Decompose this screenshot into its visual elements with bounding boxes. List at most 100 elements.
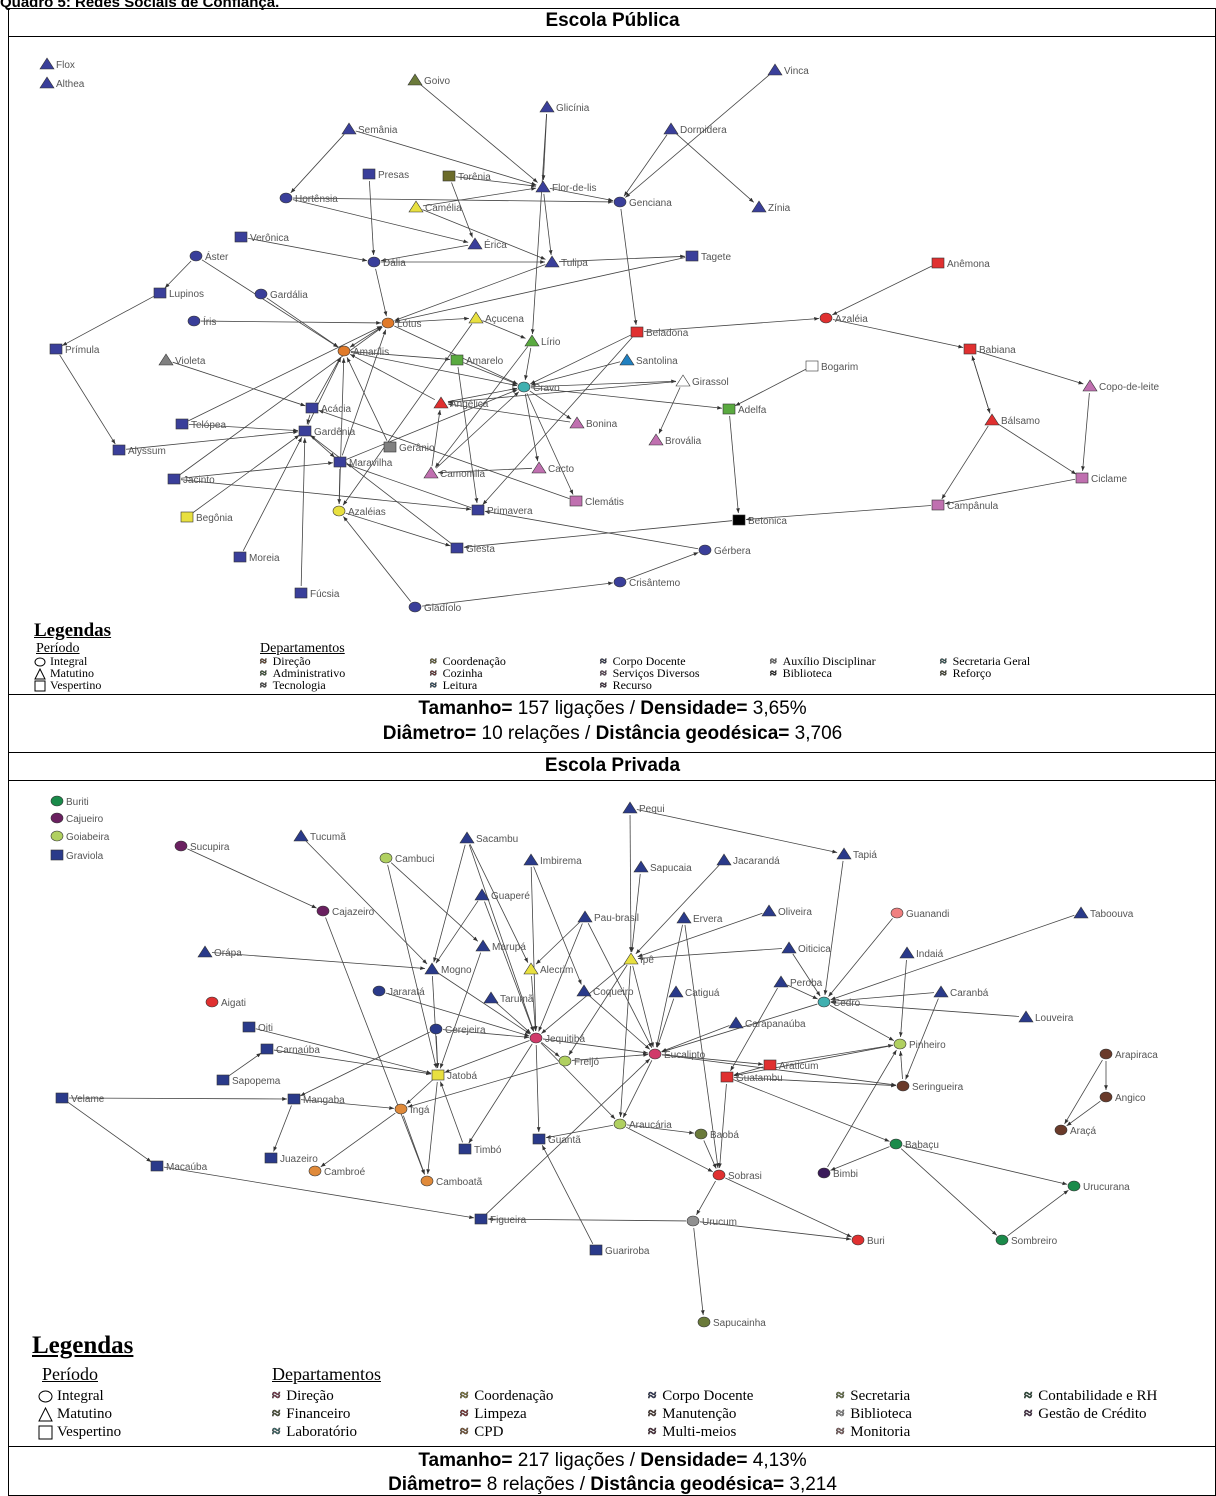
edge-jequitiba-freijo [541, 1042, 560, 1057]
edge-cerejeira-jatoba [435, 1035, 440, 1069]
node-label: Aigati [221, 998, 246, 1009]
node-label: Açucena [485, 314, 524, 325]
square-node-marker [720, 1071, 734, 1083]
node-label: Camélia [425, 203, 462, 214]
node-crisantemo: Crisântemo [613, 576, 681, 589]
circle-node-marker [381, 317, 395, 329]
edge-veronica-dalia [247, 237, 368, 262]
node-label: Cambuci [395, 854, 434, 865]
legend-title: Legendas [34, 620, 112, 641]
stat-value: 4,13% [747, 1450, 807, 1471]
circle-node-marker [1099, 1048, 1113, 1060]
legend-period-integral: Integral [38, 1388, 104, 1405]
node-oiticica: Oiticica [781, 941, 831, 955]
edge-primula-alyssum [59, 354, 116, 445]
square-node-marker [589, 1244, 603, 1256]
edge-amarilis-cravo [350, 351, 518, 387]
wave-swatch-icon: ≈ [836, 1406, 845, 1423]
circle-node-marker [529, 1032, 543, 1044]
edge-sacambu-mogno [433, 844, 466, 963]
edge-sombreiro-urucurana [1007, 1189, 1069, 1237]
node-mangaba: Mangaba [287, 1093, 345, 1106]
wave-swatch-icon: ≈ [1024, 1406, 1033, 1423]
triangle-node-marker [1073, 906, 1089, 919]
node-mogno: Mogno [424, 962, 472, 976]
edge-anemona-azaleia2 [832, 265, 932, 316]
legend-dept-label: Coordenação [474, 1388, 554, 1404]
node-label: Betonica [748, 516, 787, 527]
node-label: Zínia [768, 203, 791, 214]
triangle-node-marker [676, 911, 692, 924]
node-cerejeira: Cerejeira [429, 1023, 486, 1036]
triangle-node-marker [407, 73, 423, 86]
node-label: Tapiá [853, 850, 877, 861]
legend-period-matutino: Matutino [38, 1406, 112, 1423]
node-acacia: Acácia [305, 402, 351, 415]
legend-dept-label: Secretaria [850, 1388, 911, 1404]
circle-node-marker [279, 192, 293, 204]
node-cacto: Cacto [531, 461, 575, 475]
edges [67, 809, 1108, 1316]
node-sucupira: Sucupira [174, 840, 230, 853]
node-cajazeiro: Cajazeiro [316, 905, 375, 918]
edge-amarelo-primavera [457, 366, 479, 504]
node-label: Hortênsia [295, 194, 338, 205]
edge-ciclame-campanula [944, 478, 1076, 505]
divider [9, 1446, 1216, 1447]
node-label: Begônia [196, 513, 233, 524]
triangle-node-marker [675, 374, 691, 387]
node-label: Eucalipto [664, 1050, 706, 1061]
node-label: Azaléias [348, 507, 386, 518]
square-node-marker [931, 257, 945, 269]
node-clematis: Clemátis [569, 495, 624, 508]
circle-node-marker [896, 1080, 910, 1092]
legend-dept-label: Administrativo [272, 666, 346, 680]
edge-moreia-gardenia [242, 437, 303, 551]
node-gardenia: Gardênia [298, 425, 356, 438]
node-anemona: Anêmona [931, 257, 990, 270]
edge-dalia-lotus [375, 268, 388, 317]
node-label: Coqueiro [593, 987, 634, 998]
wave-swatch-icon: ≈ [1024, 1388, 1033, 1405]
edge-sobrasi-urucum [696, 1180, 716, 1216]
triangle-node-marker [459, 831, 475, 844]
legend-dept-label: Reforço [952, 666, 992, 680]
node-pau-brasil: Pau-brasil [577, 910, 639, 924]
node-cravo: Cravo [517, 381, 560, 394]
node-label: Marupá [492, 942, 526, 953]
node-label: Torênia [458, 172, 491, 183]
node-balsamo: Bálsamo [984, 413, 1040, 427]
node-velame: Velame [55, 1092, 105, 1105]
node-taboouva: Taboouva [1073, 906, 1134, 920]
legend-dept-multi-meios: ≈ Multi-meios [648, 1424, 737, 1441]
edge-glicinia-lirio [530, 113, 547, 335]
legend-dept-label: CPD [474, 1424, 504, 1440]
node-label: Goiabeira [66, 832, 110, 843]
node-label: Íris [203, 315, 216, 328]
edge-sacambu-jequitiba [468, 844, 535, 1032]
node-label: Goivo [424, 76, 451, 87]
edge-jequitiba-eucalipto [542, 1038, 649, 1055]
edge-jequitiba-guanta [535, 1044, 541, 1133]
node-label: Brovália [665, 436, 702, 447]
node-label: Azaléia [835, 314, 868, 325]
edge-cedro-pinheiro [829, 1005, 895, 1041]
node-buriti: Buriti [50, 795, 89, 808]
edge-lirio-cravo [524, 347, 532, 381]
triangle-node-marker [539, 100, 555, 113]
node-label: Fúcsia [310, 589, 340, 600]
node-label: Cajazeiro [332, 907, 375, 918]
node-label: Urucum [702, 1217, 737, 1228]
edge-freijo-inga [407, 1062, 559, 1108]
circle-node-marker [337, 345, 351, 357]
node-label: Caranbá [950, 988, 989, 999]
node-flox: Flox [39, 57, 75, 71]
edge-acucena-lirio [482, 320, 526, 339]
circle-node-marker [851, 1234, 865, 1246]
node-tulipa: Tulipa [544, 255, 588, 269]
edge-paubrasil-jequitiba [538, 923, 583, 1032]
node-inga: Ingá [394, 1103, 430, 1116]
square-node-marker [112, 444, 126, 456]
triangle-node-marker [716, 853, 732, 866]
edge-guatambu-seringueira [733, 1076, 897, 1088]
